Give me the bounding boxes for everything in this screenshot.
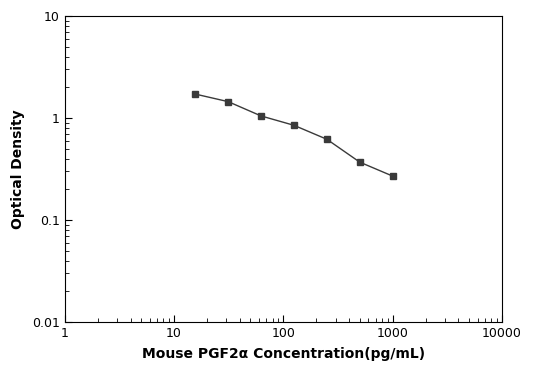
X-axis label: Mouse PGF2α Concentration(pg/mL): Mouse PGF2α Concentration(pg/mL)	[142, 347, 425, 361]
Y-axis label: Optical Density: Optical Density	[11, 109, 25, 229]
